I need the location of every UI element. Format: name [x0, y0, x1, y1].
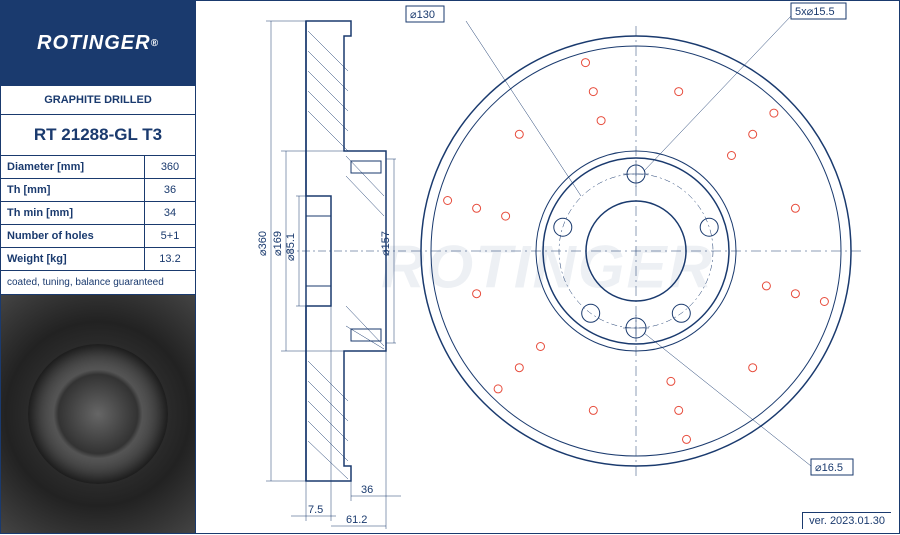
dim-169: ⌀169 — [272, 231, 284, 256]
callout-165: ⌀16.5 — [815, 462, 843, 474]
spec-value: 13.2 — [145, 248, 195, 270]
spec-row: Number of holes 5+1 — [1, 225, 195, 248]
spec-label: Th [mm] — [1, 179, 145, 201]
spec-value: 360 — [145, 156, 195, 178]
brand-logo: ROTINGER® — [1, 1, 195, 86]
dim-360: ⌀360 — [257, 231, 269, 256]
part-number: RT 21288-GL T3 — [1, 115, 195, 156]
drawing-svg: ⌀360 ⌀169 ⌀85.1 ⌀157 — [196, 1, 900, 535]
spec-value: 5+1 — [145, 225, 195, 247]
category-label: GRAPHITE DRILLED — [1, 86, 195, 115]
spec-value: 36 — [145, 179, 195, 201]
dim-36: 36 — [361, 484, 373, 496]
dim-85: ⌀85.1 — [285, 233, 297, 261]
note: coated, tuning, balance guaranteed — [1, 271, 195, 295]
registered-mark: ® — [151, 38, 159, 49]
version-label: ver. 2023.01.30 — [802, 512, 891, 529]
spec-label: Number of holes — [1, 225, 145, 247]
left-panel: ROTINGER® GRAPHITE DRILLED RT 21288-GL T… — [1, 1, 196, 533]
spec-value: 34 — [145, 202, 195, 224]
callout-130: ⌀130 — [410, 9, 435, 21]
dim-157: ⌀157 — [380, 231, 392, 256]
main-container: ROTINGER® GRAPHITE DRILLED RT 21288-GL T… — [0, 0, 900, 534]
brand-text: ROTINGER — [37, 32, 151, 55]
front-view: ⌀130 5x⌀15.5 ⌀16.5 — [406, 3, 861, 476]
dim-75: 7.5 — [308, 504, 323, 516]
spec-row: Th [mm] 36 — [1, 179, 195, 202]
spec-row: Diameter [mm] 360 — [1, 156, 195, 179]
spec-row: Weight [kg] 13.2 — [1, 248, 195, 271]
disc-photo — [28, 344, 168, 484]
callout-bolt: 5x⌀15.5 — [795, 6, 835, 18]
dim-612: 61.2 — [346, 514, 367, 526]
side-view: ⌀360 ⌀169 ⌀85.1 ⌀157 — [257, 21, 406, 529]
spec-label: Th min [mm] — [1, 202, 145, 224]
spec-label: Diameter [mm] — [1, 156, 145, 178]
spec-row: Th min [mm] 34 — [1, 202, 195, 225]
technical-drawing: ROTINGER — [196, 1, 899, 533]
spec-label: Weight [kg] — [1, 248, 145, 270]
product-photo — [1, 295, 195, 533]
